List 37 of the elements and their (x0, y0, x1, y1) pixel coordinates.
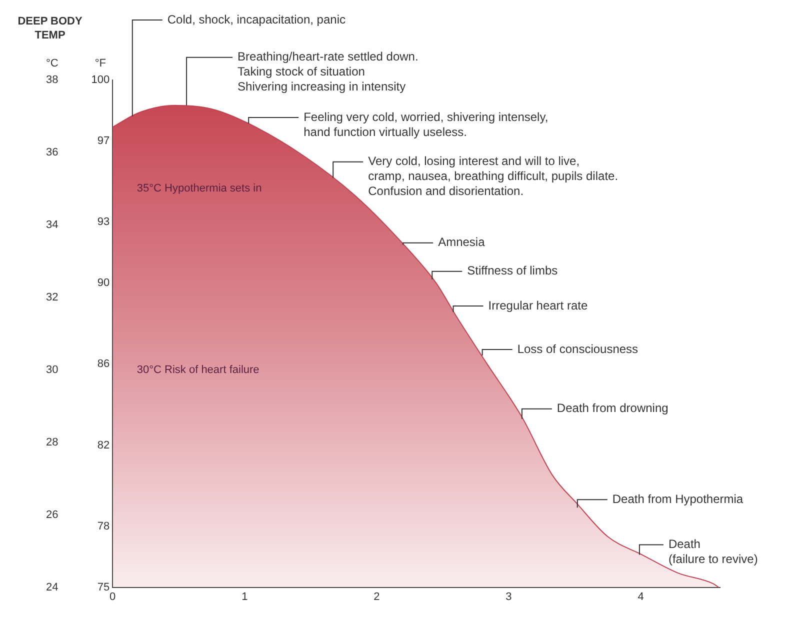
y2-tick-label: 75 (97, 581, 110, 594)
annotation: Cold, shock, incapacitation, panic (167, 12, 346, 26)
y-tick-label: 34 (46, 219, 58, 232)
y-tick-label: 38 (46, 74, 58, 86)
y2-tick-label: 86 (97, 358, 110, 370)
y-tick-label: 30 (46, 364, 58, 376)
y-tick-label: 24 (46, 581, 58, 594)
y2-axis-title: °F (94, 58, 106, 70)
y2-tick-label: 100 (91, 74, 110, 86)
annotation: Death from drowning (556, 401, 668, 416)
x-tick-label: 0 (110, 591, 116, 604)
y-tick-label: 32 (46, 291, 58, 304)
annotation: 30°C Risk of heart failure (136, 364, 260, 376)
y-tick-label: 36 (46, 146, 58, 159)
x-tick-label: 4 (638, 591, 644, 604)
x-tick-label: 3 (506, 591, 512, 604)
y2-tick-label: 93 (97, 216, 110, 228)
y-tick-label: 26 (46, 508, 58, 521)
y2-tick-label: 78 (97, 520, 110, 533)
x-tick-label: 1 (242, 591, 248, 604)
annotation: Amnesia (438, 235, 486, 250)
y-tick-label: 28 (46, 436, 58, 448)
annotation: Stiffness of limbs (467, 264, 558, 278)
annotation: Feeling very cold, worried, shivering intensely, hand function virtually useless. (304, 110, 548, 139)
x-tick-label: 2 (374, 591, 380, 604)
y-axis-title: °C (46, 58, 58, 70)
annotation: Breathing/heart-rate settled down. Taking stock of situation Shivering increasing in intensity (238, 50, 418, 94)
y2-tick-label: 97 (97, 134, 110, 147)
annotation: Very cold, losing interest and will to live, cramp, nausea, breathing difficult, pupils dilate. Confusion and disorientation. (368, 154, 618, 198)
annotation: Death from Hypothermia (612, 492, 744, 506)
annotation: Irregular heart rate (488, 298, 588, 312)
annotation: Loss of consciousness (517, 342, 638, 356)
annotation: 35°C Hypothermia sets in (136, 182, 262, 195)
annotation: Death (failure to revive) (668, 537, 758, 566)
y2-tick-label: 90 (97, 276, 110, 289)
y2-tick-label: 82 (97, 439, 110, 452)
chart-title: DEEP BODY TEMP (18, 16, 83, 42)
